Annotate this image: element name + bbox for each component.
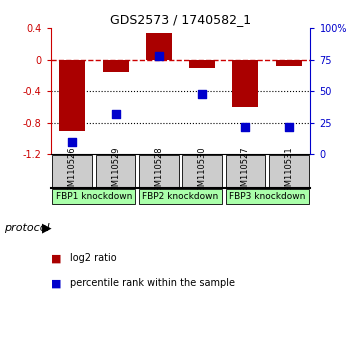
Bar bbox=[276, 60, 302, 66]
Text: log2 ratio: log2 ratio bbox=[70, 253, 117, 263]
Text: GSM110526: GSM110526 bbox=[68, 146, 77, 197]
Bar bbox=[103, 60, 129, 72]
Point bbox=[243, 124, 248, 130]
Title: GDS2573 / 1740582_1: GDS2573 / 1740582_1 bbox=[110, 13, 251, 26]
Text: FBP1 knockdown: FBP1 knockdown bbox=[56, 192, 132, 201]
Point bbox=[69, 139, 75, 145]
Text: percentile rank within the sample: percentile rank within the sample bbox=[70, 278, 235, 288]
FancyBboxPatch shape bbox=[139, 155, 179, 188]
FancyBboxPatch shape bbox=[52, 155, 92, 188]
Bar bbox=[59, 60, 85, 131]
Point bbox=[286, 124, 292, 130]
Text: GSM110527: GSM110527 bbox=[241, 146, 250, 197]
FancyBboxPatch shape bbox=[96, 155, 135, 188]
Text: protocol: protocol bbox=[4, 223, 49, 233]
FancyBboxPatch shape bbox=[226, 189, 309, 205]
FancyBboxPatch shape bbox=[226, 155, 265, 188]
Point bbox=[113, 111, 118, 117]
Text: ■: ■ bbox=[51, 253, 61, 263]
Bar bbox=[232, 60, 258, 107]
Point bbox=[199, 91, 205, 97]
Text: GSM110531: GSM110531 bbox=[284, 146, 293, 197]
FancyBboxPatch shape bbox=[139, 189, 222, 205]
FancyBboxPatch shape bbox=[182, 155, 222, 188]
Text: GSM110529: GSM110529 bbox=[111, 146, 120, 196]
FancyBboxPatch shape bbox=[52, 189, 135, 205]
Text: ▶: ▶ bbox=[42, 222, 51, 235]
Bar bbox=[146, 33, 172, 60]
Text: GSM110528: GSM110528 bbox=[155, 146, 163, 197]
Text: FBP3 knockdown: FBP3 knockdown bbox=[229, 192, 305, 201]
Text: ■: ■ bbox=[51, 278, 61, 288]
Bar bbox=[189, 60, 215, 68]
FancyBboxPatch shape bbox=[269, 155, 309, 188]
Text: GSM110530: GSM110530 bbox=[198, 146, 206, 197]
Point bbox=[156, 53, 162, 59]
Text: FBP2 knockdown: FBP2 knockdown bbox=[142, 192, 219, 201]
